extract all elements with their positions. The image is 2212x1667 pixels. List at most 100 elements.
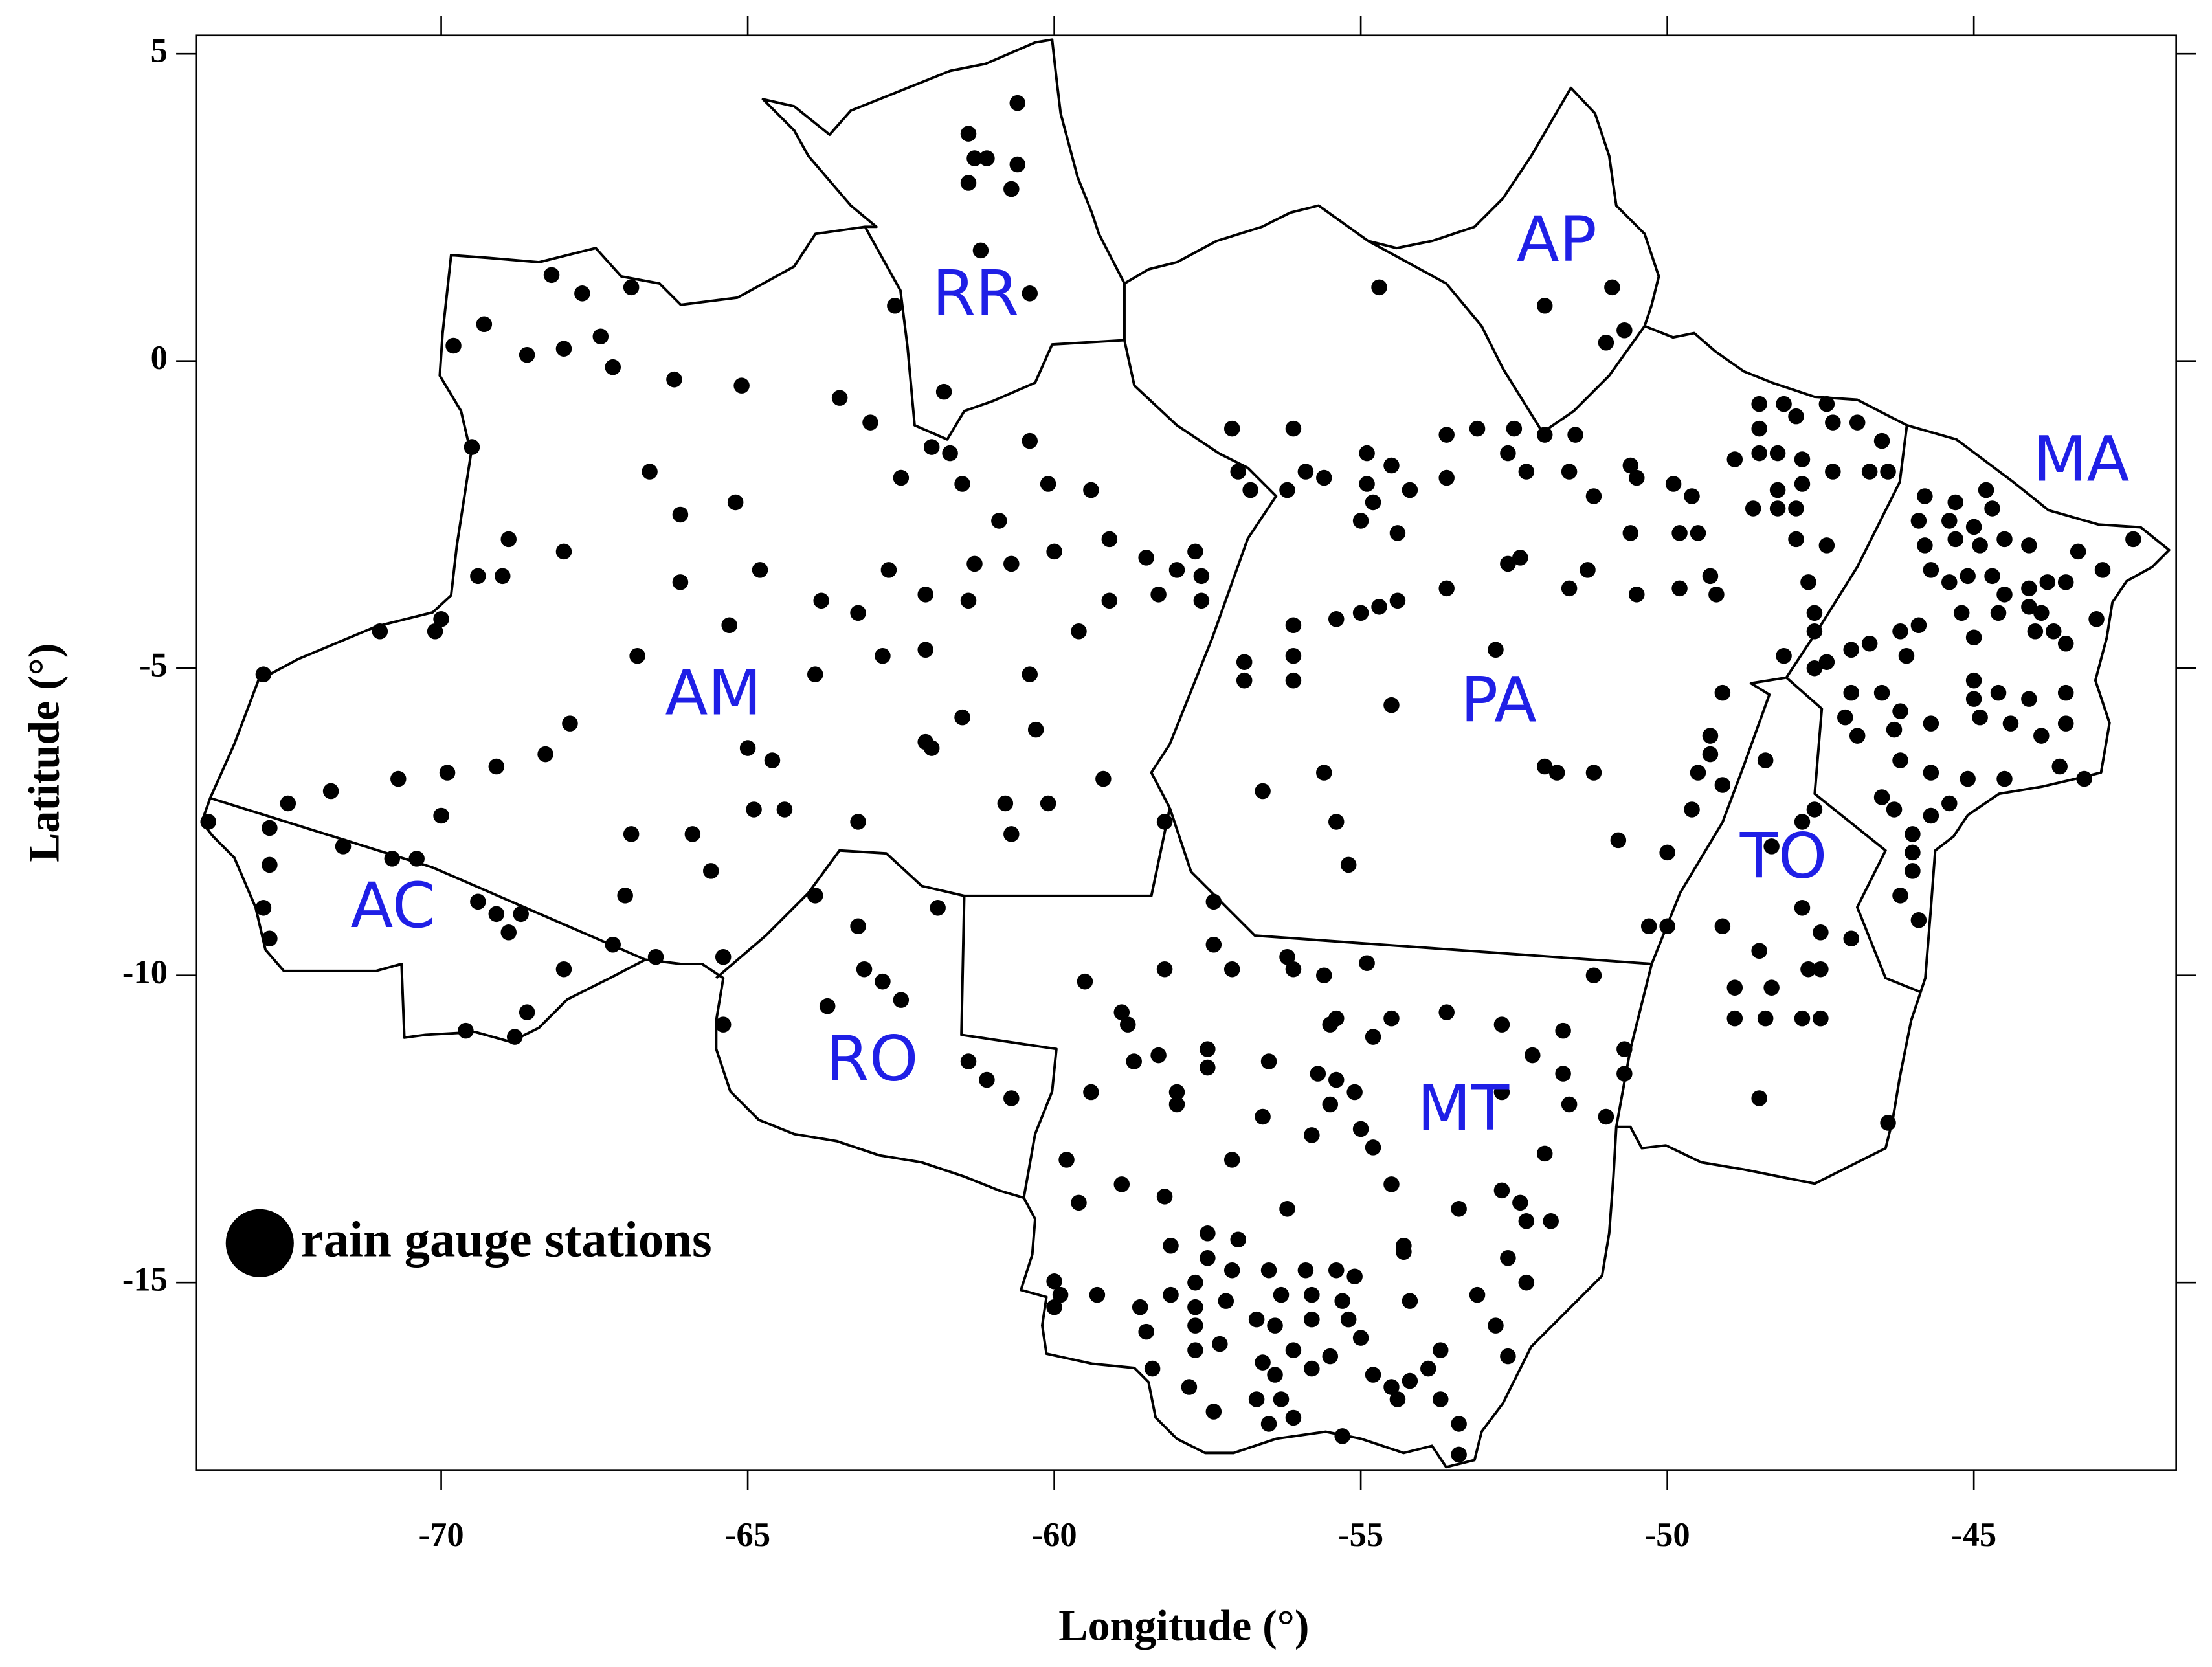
station-point	[390, 770, 407, 787]
station-point	[935, 383, 952, 400]
station-point	[1555, 1022, 1571, 1039]
station-point	[335, 838, 352, 855]
station-point	[1585, 765, 1602, 781]
station-point	[1083, 1084, 1099, 1101]
y-tick-label: -5	[139, 646, 168, 684]
station-point	[819, 998, 836, 1014]
station-point	[574, 285, 590, 302]
station-point	[1230, 1231, 1246, 1248]
station-point	[856, 961, 873, 978]
station-point	[1328, 1262, 1345, 1279]
station-point	[500, 531, 517, 548]
station-point	[1304, 1311, 1320, 1328]
station-point	[1825, 414, 1841, 431]
station-point	[1996, 531, 2013, 548]
station-point	[255, 900, 272, 916]
station-point	[1187, 1342, 1203, 1358]
station-point	[2021, 599, 2037, 615]
station-point	[1849, 414, 1866, 431]
station-point	[617, 888, 633, 904]
station-point	[1383, 457, 1400, 474]
station-point	[642, 464, 658, 480]
station-point	[1941, 513, 1958, 529]
station-point	[2039, 574, 2056, 590]
y-axis-title: Latitude (°)	[20, 643, 69, 862]
station-point	[1297, 464, 1314, 480]
station-point	[537, 746, 553, 763]
y-tick-label: 0	[151, 339, 168, 377]
station-point	[1113, 1176, 1130, 1192]
station-point	[746, 801, 762, 818]
station-point	[1751, 396, 1767, 412]
station-point	[1156, 814, 1173, 830]
station-point	[1340, 856, 1357, 873]
station-point	[966, 150, 983, 166]
station-point	[623, 279, 640, 296]
station-point	[1512, 1194, 1528, 1211]
station-point	[1923, 715, 1939, 732]
station-point	[1285, 1409, 1302, 1426]
station-point	[1567, 427, 1583, 443]
station-point	[1383, 1176, 1400, 1192]
station-point	[1861, 635, 1878, 652]
station-point	[991, 513, 1007, 529]
station-point	[1947, 494, 1963, 511]
station-point	[1200, 1249, 1216, 1266]
station-point	[1132, 1299, 1148, 1315]
station-point	[1365, 1139, 1381, 1156]
station-point	[555, 961, 572, 978]
station-point	[1561, 580, 1578, 597]
station-point	[1205, 936, 1222, 953]
station-point	[1518, 1213, 1535, 1229]
station-point	[519, 346, 535, 363]
station-point	[1776, 647, 1792, 664]
station-point	[255, 666, 272, 682]
station-point	[1714, 918, 1731, 935]
station-point	[1794, 476, 1811, 492]
station-point	[1255, 783, 1271, 800]
station-point	[1187, 1274, 1203, 1291]
station-point	[1726, 1010, 1743, 1027]
station-point	[1800, 961, 1816, 978]
station-point	[1965, 629, 1982, 646]
station-point	[605, 359, 621, 375]
station-point	[1071, 623, 1087, 640]
station-point	[1536, 758, 1553, 775]
station-point	[893, 469, 910, 486]
station-point	[1163, 1286, 1179, 1303]
station-point	[850, 605, 866, 621]
station-point	[1310, 1066, 1326, 1082]
station-point	[1818, 654, 1835, 670]
station-point	[1322, 1348, 1339, 1365]
station-point	[1960, 770, 1976, 787]
state-label: RO	[826, 1023, 919, 1095]
station-point	[1052, 1286, 1069, 1303]
station-point	[1905, 844, 1921, 861]
state-label: PA	[1460, 664, 1537, 737]
state-label: MA	[2033, 423, 2129, 495]
station-point	[1751, 1090, 1767, 1106]
station-point	[739, 740, 756, 756]
station-point	[1671, 525, 1688, 541]
station-point	[1304, 1127, 1320, 1143]
station-point	[862, 414, 878, 431]
station-point	[1193, 568, 1210, 585]
station-point	[1003, 1090, 1020, 1106]
station-point	[1432, 1391, 1449, 1407]
y-tick-label: -10	[122, 954, 168, 991]
station-point	[1536, 1145, 1553, 1162]
station-point	[1965, 691, 1982, 707]
station-point	[1923, 562, 1939, 578]
station-point	[1248, 1311, 1265, 1328]
station-point	[1352, 513, 1369, 529]
station-point	[605, 936, 621, 953]
station-point	[1046, 543, 1062, 560]
station-point	[408, 851, 425, 867]
station-point	[2057, 635, 2074, 652]
station-point	[262, 930, 278, 947]
station-point	[1585, 967, 1602, 983]
station-point	[1493, 1016, 1510, 1033]
station-point	[960, 1053, 977, 1069]
state-borders	[200, 38, 2171, 1469]
station-point	[1187, 1299, 1203, 1315]
